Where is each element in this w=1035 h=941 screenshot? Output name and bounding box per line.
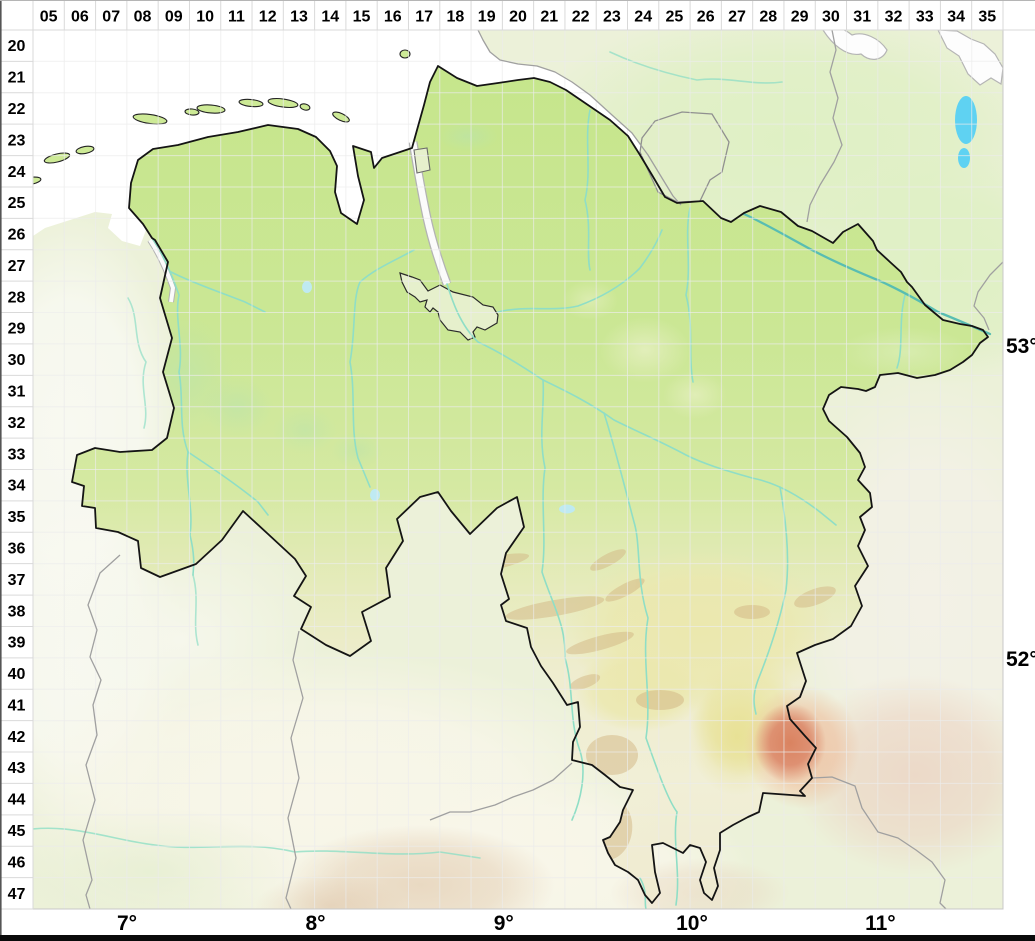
column-label: 18 bbox=[447, 9, 465, 26]
column-label: 29 bbox=[791, 9, 809, 26]
east-frisian-islands bbox=[33, 49, 411, 186]
column-label: 09 bbox=[165, 9, 183, 26]
row-label: 32 bbox=[8, 415, 26, 432]
minor-borders bbox=[82, 30, 1003, 909]
row-label: 44 bbox=[8, 792, 26, 809]
column-label: 25 bbox=[666, 9, 684, 26]
row-label: 28 bbox=[8, 289, 26, 306]
longitude-label: 9° bbox=[494, 912, 514, 935]
column-label: 07 bbox=[102, 9, 120, 26]
lake-ratzeburg bbox=[955, 96, 977, 168]
column-label: 12 bbox=[259, 9, 277, 26]
column-label: 22 bbox=[572, 9, 590, 26]
map-area bbox=[33, 30, 1003, 909]
row-label: 36 bbox=[8, 541, 26, 558]
bremerhaven-enclave bbox=[413, 147, 431, 174]
column-label: 24 bbox=[634, 9, 652, 26]
column-label: 14 bbox=[321, 9, 339, 26]
row-label: 45 bbox=[8, 823, 26, 840]
column-label: 19 bbox=[478, 9, 496, 26]
bottom-border-bar bbox=[0, 935, 1035, 941]
column-label: 11 bbox=[228, 9, 245, 26]
rivers bbox=[33, 51, 906, 909]
column-label: 31 bbox=[853, 9, 871, 26]
column-label: 06 bbox=[71, 9, 89, 26]
row-label: 23 bbox=[8, 132, 26, 149]
longitude-label: 11° bbox=[865, 912, 896, 935]
row-label: 25 bbox=[8, 195, 26, 212]
row-label: 29 bbox=[8, 321, 26, 338]
column-label: 17 bbox=[415, 9, 433, 26]
latitude-label: 52° bbox=[1006, 648, 1035, 671]
column-label: 28 bbox=[759, 9, 777, 26]
north-sea bbox=[33, 30, 681, 246]
row-label: 39 bbox=[8, 635, 26, 652]
row-label: 34 bbox=[8, 478, 26, 495]
column-label: 33 bbox=[916, 9, 934, 26]
row-label: 38 bbox=[8, 603, 26, 620]
column-label: 08 bbox=[134, 9, 152, 26]
row-label: 24 bbox=[8, 164, 26, 181]
longitude-axis-labels: 7° 8° 9° 10° 11° bbox=[117, 912, 896, 935]
row-label: 22 bbox=[8, 101, 26, 118]
row-label: 37 bbox=[8, 572, 26, 589]
row-label: 33 bbox=[8, 446, 26, 463]
column-label: 27 bbox=[728, 9, 746, 26]
column-label: 13 bbox=[290, 9, 308, 26]
row-label: 26 bbox=[8, 227, 26, 244]
column-label: 35 bbox=[978, 9, 996, 26]
column-label: 20 bbox=[509, 9, 527, 26]
row-label: 40 bbox=[8, 666, 26, 683]
row-label: 21 bbox=[8, 70, 26, 87]
row-label: 27 bbox=[8, 258, 26, 275]
lakes bbox=[302, 281, 575, 514]
header-cell-borders bbox=[0, 0, 1035, 910]
latitude-label: 53° bbox=[1006, 335, 1035, 358]
column-label: 15 bbox=[353, 9, 371, 26]
row-headers: 20 21 22 23 24 25 26 27 28 29 30 31 32 33 34 35 36 37 38 39… bbox=[8, 38, 26, 903]
northeast-bays bbox=[822, 30, 1003, 86]
row-label: 42 bbox=[8, 729, 26, 746]
column-label: 26 bbox=[697, 9, 715, 26]
column-label: 05 bbox=[40, 9, 58, 26]
row-label: 47 bbox=[8, 886, 26, 903]
longitude-label: 10° bbox=[676, 912, 708, 935]
column-headers: 05 06 07 08 09 10 11 12 13 14 15 16 17 18 19 20 21 22 23 24… bbox=[40, 9, 997, 26]
row-label: 30 bbox=[8, 352, 26, 369]
elbe-river bbox=[742, 212, 992, 336]
column-label: 32 bbox=[885, 9, 903, 26]
column-label: 23 bbox=[603, 9, 621, 26]
row-label: 46 bbox=[8, 854, 26, 871]
lower-saxony-border bbox=[71, 65, 989, 904]
row-label: 35 bbox=[8, 509, 26, 526]
row-label: 20 bbox=[8, 38, 26, 55]
column-label: 21 bbox=[540, 9, 558, 26]
latitude-axis-labels: 53° 52° bbox=[1006, 335, 1035, 671]
row-label: 31 bbox=[8, 384, 26, 401]
column-label: 34 bbox=[947, 9, 965, 26]
longitude-label: 8° bbox=[305, 912, 325, 935]
row-label: 43 bbox=[8, 760, 26, 777]
longitude-label: 7° bbox=[117, 912, 137, 935]
column-label: 10 bbox=[196, 9, 214, 26]
column-label: 16 bbox=[384, 9, 402, 26]
column-label: 30 bbox=[822, 9, 840, 26]
row-label: 41 bbox=[8, 697, 26, 714]
